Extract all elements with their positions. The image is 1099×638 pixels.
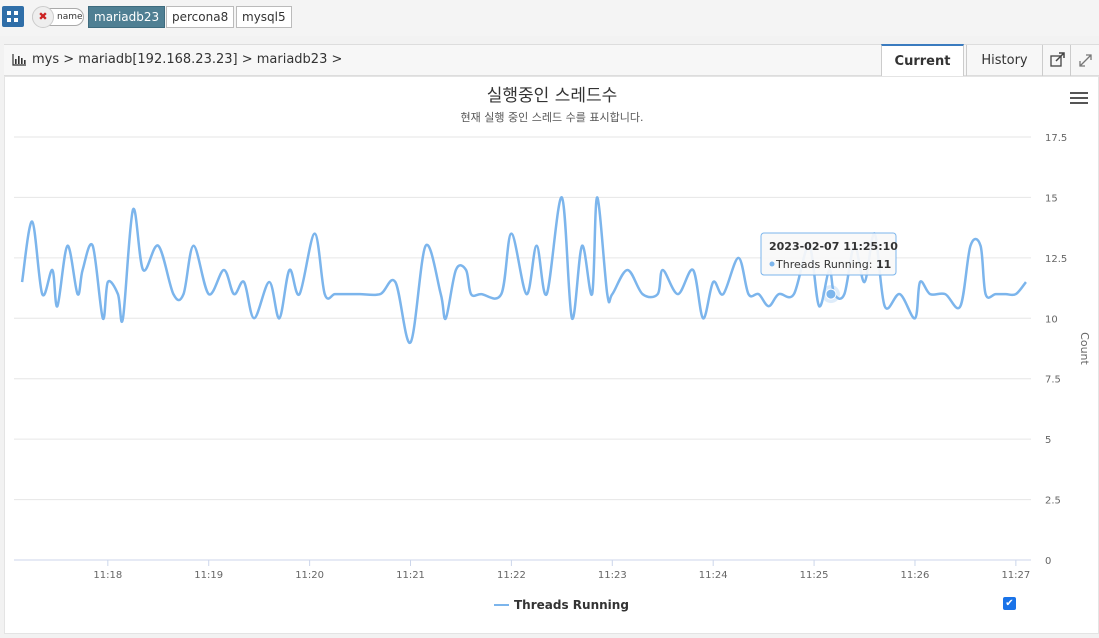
- tag-percona8[interactable]: percona8: [166, 6, 235, 28]
- x-tick-label: 11:21: [396, 570, 425, 581]
- y-axis-label: Count: [1078, 332, 1091, 365]
- tooltip-label: Threads Running: 11: [775, 258, 891, 271]
- y-tick-label: 10: [1045, 314, 1058, 325]
- chart-title: 실행중인 스레드수: [487, 86, 618, 106]
- tab-current[interactable]: Current: [881, 44, 964, 78]
- y-tick-label: 12.5: [1045, 254, 1067, 265]
- tag-mysql5[interactable]: mysql5: [236, 6, 292, 28]
- y-tick-label: 2.5: [1045, 496, 1061, 507]
- top-toolbar: name ✖ mariadb23 percona8 mysql5: [0, 0, 1099, 36]
- bar-chart-icon: [12, 54, 26, 66]
- x-tick-label: 11:22: [497, 570, 526, 581]
- panel-header: mys > mariadb[192.168.23.23] > mariadb23…: [4, 44, 1099, 78]
- chart-subtitle: 현재 실행 중인 스레드 수를 표시합니다.: [461, 111, 644, 124]
- breadcrumb: mys > mariadb[192.168.23.23] > mariadb23…: [32, 52, 343, 67]
- expand-icon[interactable]: [1070, 45, 1099, 77]
- x-tick-label: 11:25: [800, 570, 829, 581]
- external-link-icon[interactable]: [1042, 45, 1071, 77]
- x-tick-label: 11:27: [1001, 570, 1030, 581]
- x-tick-label: 11:26: [901, 570, 930, 581]
- x-tick-label: 11:18: [93, 570, 122, 581]
- menu-icon[interactable]: [1070, 92, 1088, 106]
- clear-filter-icon[interactable]: ✖: [32, 6, 54, 28]
- tooltip-value: 11: [876, 258, 891, 271]
- y-tick-label: 5: [1045, 435, 1051, 446]
- legend-label: Threads Running: [514, 598, 629, 612]
- y-tick-label: 7.5: [1045, 375, 1061, 386]
- y-tick-label: 17.5: [1045, 133, 1067, 144]
- y-tick-label: 0: [1045, 556, 1051, 567]
- chart-panel: 실행중인 스레드수 현재 실행 중인 스레드 수를 표시합니다. 0 2.5 5 7.…: [4, 76, 1099, 634]
- legend-item[interactable]: Threads Running: [494, 598, 629, 612]
- x-tick-label: 11:20: [295, 570, 324, 581]
- tooltip-time: 2023-02-07 11:25:10: [769, 240, 898, 253]
- line-chart: 실행중인 스레드수 현재 실행 중인 스레드 수를 표시합니다. 0 2.5 5 7.…: [14, 86, 1091, 612]
- grid-icon[interactable]: [2, 6, 24, 27]
- tag-mariadb23[interactable]: mariadb23: [88, 6, 166, 28]
- x-tick-label: 11:24: [699, 570, 728, 581]
- tab-history[interactable]: History: [966, 45, 1042, 77]
- legend-checkbox[interactable]: ✔: [1003, 597, 1016, 610]
- tooltip-bullet: [769, 261, 775, 267]
- tooltip-box: [760, 232, 897, 276]
- x-tick-label: 11:19: [194, 570, 223, 581]
- x-tick-label: 11:23: [598, 570, 627, 581]
- y-tick-label: 15: [1045, 193, 1058, 204]
- hover-point[interactable]: [825, 288, 837, 300]
